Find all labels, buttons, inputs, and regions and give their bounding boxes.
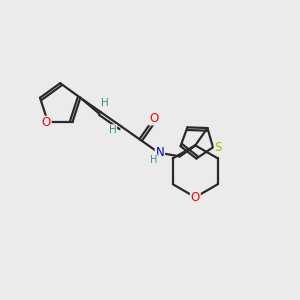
Text: O: O [42,116,51,130]
Text: O: O [149,112,158,124]
Text: H: H [150,155,157,165]
Text: O: O [191,191,200,204]
Text: N: N [155,146,164,159]
Text: H: H [109,125,116,135]
Text: H: H [100,98,108,108]
Text: S: S [214,141,222,154]
